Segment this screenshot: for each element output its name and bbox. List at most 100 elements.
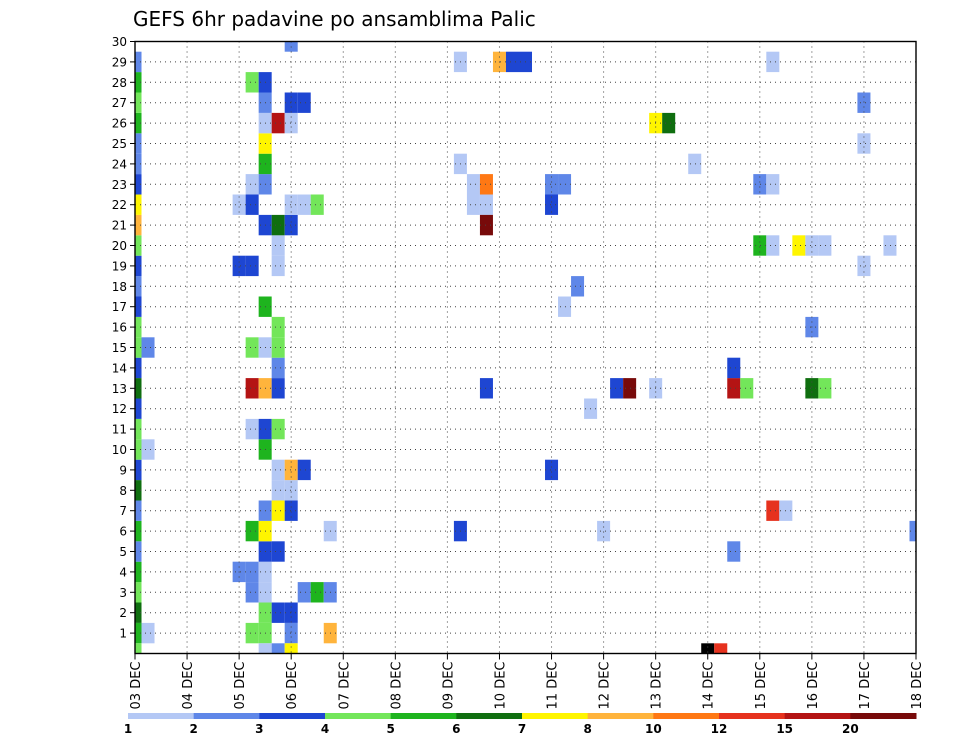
precip-cell — [857, 255, 871, 277]
precip-cell — [297, 92, 311, 113]
y-tick-label: 1 — [119, 627, 127, 641]
precip-cell — [245, 72, 259, 93]
precip-cell — [271, 214, 285, 236]
precip-cell — [727, 378, 741, 399]
precip-cell — [135, 235, 142, 256]
colorbar-swatch — [719, 713, 786, 719]
chart-title: GEFS 6hr padavine po ansamblima Palic — [133, 7, 536, 31]
y-tick-label: 30 — [112, 35, 127, 49]
y-tick-label: 6 — [119, 525, 127, 539]
colorbar-label: 15 — [776, 722, 793, 736]
colorbar-swatch — [850, 713, 917, 719]
x-tick-label: 06 DEC — [285, 662, 300, 710]
precip-cell — [545, 459, 559, 481]
precip-cell — [623, 378, 637, 399]
precip-cell — [135, 378, 142, 399]
precip-cell — [818, 378, 832, 399]
precip-cell — [271, 337, 285, 358]
precip-cell — [271, 235, 285, 256]
precip-cell — [558, 296, 572, 317]
y-tick-label: 22 — [112, 198, 127, 212]
precip-cell — [857, 92, 871, 113]
precip-cell — [245, 255, 259, 277]
y-tick-label: 7 — [119, 504, 127, 518]
precip-cell — [701, 643, 715, 654]
precip-cell — [479, 174, 493, 195]
precip-cell — [135, 255, 142, 277]
x-tick-label: 03 DEC — [129, 662, 144, 710]
precip-cell — [271, 459, 285, 481]
y-tick-label: 3 — [119, 586, 127, 600]
y-tick-label: 13 — [112, 382, 127, 396]
precip-cell — [271, 643, 285, 654]
precip-cell — [753, 235, 767, 256]
colorbar-label: 4 — [321, 722, 329, 736]
precip-cell — [818, 235, 832, 256]
precip-cell — [297, 194, 311, 215]
y-tick-label: 15 — [112, 341, 127, 355]
precip-cell — [558, 174, 572, 195]
precip-cell — [271, 541, 285, 562]
precip-cell — [245, 561, 259, 583]
colorbar-label: 12 — [711, 722, 728, 736]
precip-cell — [688, 153, 702, 175]
y-tick-label: 20 — [112, 239, 127, 253]
precip-cell — [714, 643, 728, 654]
y-tick-label: 11 — [112, 423, 127, 437]
y-tick-label: 14 — [112, 361, 127, 375]
precip-cell — [135, 153, 142, 175]
precip-cell — [805, 235, 819, 256]
y-tick-label: 2 — [119, 606, 127, 620]
precip-cell — [610, 378, 624, 399]
precip-cell — [135, 296, 142, 317]
precip-cell — [297, 459, 311, 481]
precip-cell — [284, 602, 298, 623]
colorbar-label: 6 — [452, 722, 460, 736]
precip-cell — [245, 378, 259, 399]
precip-cell — [271, 418, 285, 440]
precip-cell — [141, 337, 155, 358]
precip-cell — [284, 480, 298, 501]
precip-cell — [310, 194, 324, 215]
y-tick-label: 17 — [112, 300, 127, 314]
precip-cell — [232, 255, 246, 277]
precip-cell — [135, 72, 142, 93]
precip-cell — [909, 520, 916, 542]
precip-cell — [284, 194, 298, 215]
x-tick-label: 16 DEC — [806, 662, 821, 710]
colorbar-swatch — [587, 713, 654, 719]
precip-cell — [883, 235, 897, 256]
precip-cell — [135, 112, 142, 134]
precip-cell — [135, 459, 142, 481]
precip-cell — [271, 112, 285, 134]
precip-cell — [271, 255, 285, 277]
precip-cell — [135, 602, 142, 623]
y-tick-label: 16 — [112, 321, 127, 335]
precip-cell — [466, 174, 480, 195]
colorbar-label: 3 — [255, 722, 263, 736]
precip-cell — [284, 214, 298, 236]
precip-cell — [135, 51, 142, 73]
grid-layer — [135, 41, 916, 654]
y-tick-label: 5 — [119, 545, 127, 559]
y-tick-label: 28 — [112, 76, 127, 90]
precip-cell — [135, 582, 142, 603]
precip-cell — [258, 643, 272, 654]
y-tick-label: 18 — [112, 280, 127, 294]
precip-cell — [727, 357, 741, 379]
precip-cell — [135, 316, 142, 338]
colorbar-label: 1 — [124, 722, 132, 736]
precip-cell — [284, 622, 298, 644]
precip-cell — [792, 235, 806, 256]
x-tick-label: 09 DEC — [441, 662, 456, 710]
x-tick-label: 08 DEC — [389, 662, 404, 710]
y-tick-label: 9 — [119, 463, 127, 477]
precip-cell — [135, 439, 142, 460]
y-tick-label: 21 — [112, 219, 127, 233]
precip-cell — [766, 500, 780, 521]
y-tick-label: 19 — [112, 259, 127, 273]
precip-cell — [135, 214, 142, 236]
precip-cell — [479, 214, 493, 236]
precip-cell — [662, 112, 676, 134]
y-tick-label: 12 — [112, 402, 127, 416]
